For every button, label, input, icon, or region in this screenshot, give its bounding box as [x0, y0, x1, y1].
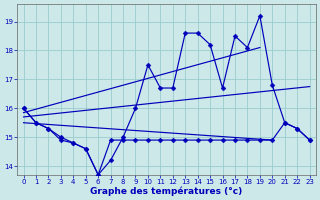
X-axis label: Graphe des températures (°c): Graphe des températures (°c): [91, 186, 243, 196]
